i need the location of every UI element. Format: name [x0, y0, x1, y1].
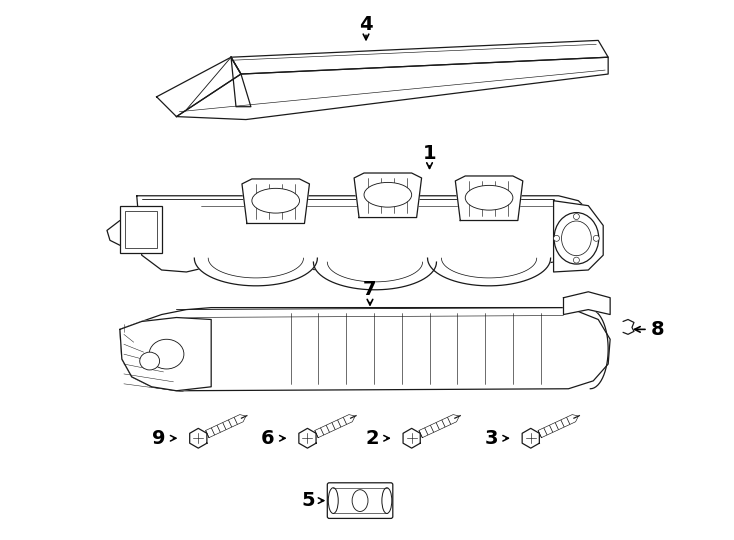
Polygon shape [231, 57, 251, 107]
Ellipse shape [149, 339, 184, 369]
Polygon shape [564, 292, 610, 314]
Text: 6: 6 [261, 429, 275, 448]
FancyBboxPatch shape [125, 211, 156, 248]
Ellipse shape [562, 221, 592, 255]
Polygon shape [522, 428, 539, 448]
Polygon shape [189, 428, 207, 448]
Polygon shape [313, 262, 437, 290]
Polygon shape [299, 428, 316, 448]
Polygon shape [455, 176, 523, 220]
Polygon shape [354, 173, 421, 218]
Polygon shape [427, 258, 550, 286]
Ellipse shape [573, 214, 579, 220]
Polygon shape [137, 196, 593, 272]
Polygon shape [419, 415, 459, 437]
FancyBboxPatch shape [327, 483, 393, 518]
Polygon shape [206, 415, 246, 437]
Ellipse shape [573, 257, 579, 263]
Polygon shape [176, 57, 608, 119]
Ellipse shape [139, 352, 159, 370]
Polygon shape [403, 428, 421, 448]
Ellipse shape [593, 235, 599, 241]
Text: 4: 4 [359, 15, 373, 34]
Text: 3: 3 [484, 429, 498, 448]
Ellipse shape [328, 488, 338, 514]
Polygon shape [315, 415, 355, 437]
Polygon shape [195, 258, 317, 286]
Text: 7: 7 [363, 280, 377, 299]
Text: 1: 1 [423, 144, 436, 163]
Polygon shape [156, 57, 241, 117]
Text: 8: 8 [651, 320, 664, 339]
Ellipse shape [465, 185, 513, 210]
Ellipse shape [364, 183, 412, 207]
Polygon shape [553, 201, 603, 272]
Ellipse shape [553, 235, 559, 241]
Ellipse shape [252, 188, 299, 213]
FancyBboxPatch shape [120, 206, 161, 253]
Polygon shape [538, 415, 578, 437]
Ellipse shape [352, 490, 368, 511]
Polygon shape [231, 40, 608, 74]
Polygon shape [120, 318, 211, 391]
Polygon shape [242, 179, 310, 224]
Polygon shape [120, 308, 610, 391]
Ellipse shape [382, 488, 392, 514]
Text: 5: 5 [302, 491, 316, 510]
Text: 2: 2 [365, 429, 379, 448]
Ellipse shape [554, 213, 599, 264]
Text: 9: 9 [152, 429, 165, 448]
